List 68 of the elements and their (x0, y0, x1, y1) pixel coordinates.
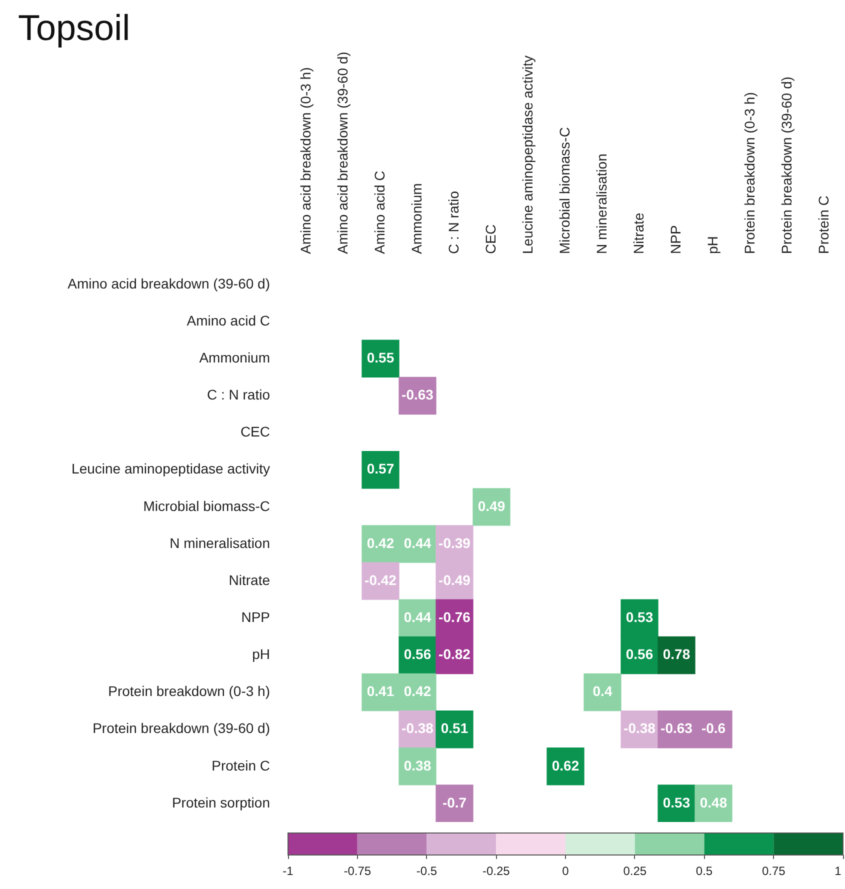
data-label: -0.7 (442, 794, 467, 810)
y-tick-label: Microbial biomass-C (143, 498, 270, 514)
y-tick-label: Protein breakdown (0-3 h) (108, 683, 270, 700)
data-label: -0.6 (701, 720, 726, 736)
data-label: 0.55 (366, 350, 394, 366)
x-tick-label: Amino acid C (372, 170, 388, 254)
x-tick-label: N mineralisation (594, 154, 610, 254)
y-tick-label: Protein breakdown (39-60 d) (92, 720, 270, 736)
x-tick-label: Leucine aminopeptidase activity (520, 56, 536, 254)
color-bar-label: 0.5 (696, 864, 713, 878)
x-tick-label: Protein breakdown (0-3 h) (742, 92, 758, 254)
chart-title: Topsoil (18, 6, 130, 48)
data-label: 0.49 (478, 498, 506, 514)
y-tick-label: N mineralisation (170, 534, 270, 551)
x-tick-label: C : N ratio (446, 190, 462, 254)
x-tick-label: Microbial biomass-C (556, 127, 573, 254)
color-bar-label: -0.75 (344, 864, 372, 878)
data-label: 0.53 (662, 794, 690, 810)
data-label: -0.76 (438, 608, 471, 625)
color-bar-label: 0.75 (762, 864, 786, 878)
y-tick-label: NPP (241, 608, 270, 625)
y-tick-label: Ammonium (199, 350, 270, 366)
data-label: 0.48 (700, 794, 728, 810)
data-label: 0.57 (366, 460, 394, 477)
y-tick-label: pH (252, 646, 270, 662)
data-label: -0.38 (402, 720, 434, 736)
y-tick-label: Nitrate (228, 572, 270, 588)
data-label: 0.51 (440, 720, 468, 736)
data-label: 0.78 (662, 646, 690, 662)
y-tick-label: Leucine aminopeptidase activity (72, 460, 270, 477)
data-label: 0.4 (592, 683, 612, 700)
x-tick-label: pH (704, 236, 721, 254)
data-label: -0.63 (660, 720, 693, 736)
data-label: 0.38 (404, 757, 432, 774)
y-tick-label: CEC (240, 424, 270, 440)
x-tick-label: Ammonium (408, 183, 425, 254)
data-label: -0.63 (402, 386, 434, 403)
color-bar-label: -0.25 (482, 864, 510, 878)
color-bar-label: 0 (562, 864, 569, 878)
x-tick-label: Protein breakdown (39-60 d) (778, 76, 795, 254)
data-label: 0.42 (366, 534, 394, 551)
data-label: 0.42 (404, 683, 432, 700)
x-tick-label: Protein C (816, 196, 832, 254)
data-label: 0.62 (552, 757, 580, 774)
x-tick-label: Amino acid breakdown (0-3 h) (298, 67, 314, 254)
data-label: -0.49 (438, 572, 471, 588)
data-label: -0.39 (438, 534, 471, 551)
color-bar-label: 1 (834, 864, 842, 878)
data-label: 0.56 (626, 646, 654, 662)
data-label: -0.42 (364, 572, 397, 588)
data-label: 0.56 (404, 646, 432, 662)
x-tick-label: CEC (482, 224, 499, 254)
y-tick-label: Protein C (212, 757, 270, 774)
y-tick-label: C : N ratio (206, 386, 270, 403)
data-label: 0.41 (366, 683, 394, 700)
x-tick-label: NPP (668, 225, 684, 254)
color-bar-label: 0.25 (623, 864, 647, 878)
color-bar-label: -1 (282, 864, 294, 878)
data-label: -0.38 (624, 720, 656, 736)
x-tick-label: Nitrate (630, 212, 647, 254)
y-tick-label: Amino acid breakdown (39-60 d) (68, 275, 270, 292)
y-tick-label: Amino acid C (186, 312, 270, 328)
y-tick-label: Protein sorption (172, 794, 270, 810)
data-label: -0.82 (438, 646, 471, 662)
data-label: 0.44 (404, 608, 432, 625)
data-label: 0.53 (626, 608, 654, 625)
color-bar-label: -0.5 (416, 864, 438, 878)
data-label: 0.44 (404, 534, 432, 551)
